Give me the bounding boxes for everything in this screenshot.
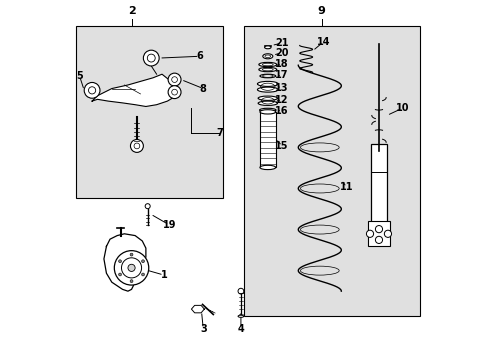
Circle shape: [128, 264, 135, 271]
Circle shape: [119, 260, 121, 263]
Ellipse shape: [260, 110, 275, 114]
Bar: [76, 26, 223, 198]
Ellipse shape: [260, 74, 275, 78]
Circle shape: [130, 253, 133, 256]
Text: 6: 6: [196, 51, 203, 61]
Text: 10: 10: [395, 103, 408, 113]
Text: 11: 11: [339, 182, 353, 192]
Circle shape: [130, 139, 143, 152]
Circle shape: [375, 226, 382, 233]
Circle shape: [171, 89, 177, 95]
Circle shape: [114, 251, 148, 285]
Text: 4: 4: [237, 324, 244, 334]
Text: 1: 1: [160, 270, 167, 280]
Circle shape: [375, 236, 382, 243]
Circle shape: [168, 86, 181, 99]
Circle shape: [142, 260, 144, 263]
Ellipse shape: [257, 81, 278, 86]
Bar: [244, 26, 419, 316]
Circle shape: [130, 280, 133, 283]
Text: 18: 18: [275, 59, 288, 69]
Circle shape: [147, 54, 155, 62]
Text: 3: 3: [200, 324, 206, 334]
Polygon shape: [104, 234, 145, 291]
Circle shape: [134, 143, 140, 149]
Circle shape: [238, 288, 244, 294]
Text: 9: 9: [317, 6, 325, 17]
Circle shape: [171, 77, 177, 82]
Text: 16: 16: [275, 106, 288, 116]
Ellipse shape: [257, 87, 278, 92]
Ellipse shape: [259, 108, 276, 112]
Bar: [260, 112, 275, 167]
Text: 17: 17: [275, 70, 288, 80]
Circle shape: [142, 273, 144, 276]
Text: 12: 12: [275, 95, 288, 105]
Ellipse shape: [264, 46, 270, 49]
Text: 5: 5: [76, 71, 83, 81]
Text: 21: 21: [275, 38, 288, 48]
Polygon shape: [191, 305, 204, 313]
Text: 19: 19: [162, 220, 176, 230]
Circle shape: [145, 204, 150, 209]
Circle shape: [143, 50, 159, 66]
Ellipse shape: [260, 165, 275, 170]
Ellipse shape: [258, 62, 276, 67]
Ellipse shape: [262, 54, 272, 59]
Bar: [367, 221, 389, 246]
Polygon shape: [92, 74, 178, 107]
Text: 2: 2: [127, 6, 135, 17]
Circle shape: [366, 230, 373, 237]
Text: 20: 20: [275, 48, 288, 58]
Text: 8: 8: [200, 84, 206, 94]
Ellipse shape: [264, 55, 270, 58]
Text: 7: 7: [216, 129, 223, 138]
Circle shape: [88, 87, 96, 94]
Circle shape: [119, 273, 121, 276]
Bar: [370, 144, 386, 223]
Circle shape: [168, 73, 181, 86]
Ellipse shape: [238, 315, 244, 318]
Text: 13: 13: [275, 83, 288, 93]
Circle shape: [384, 230, 391, 237]
Text: 14: 14: [316, 37, 329, 47]
Ellipse shape: [258, 96, 277, 100]
Circle shape: [121, 258, 142, 278]
Ellipse shape: [258, 67, 276, 72]
Text: 15: 15: [275, 141, 288, 151]
Ellipse shape: [258, 101, 277, 105]
Circle shape: [84, 82, 100, 98]
